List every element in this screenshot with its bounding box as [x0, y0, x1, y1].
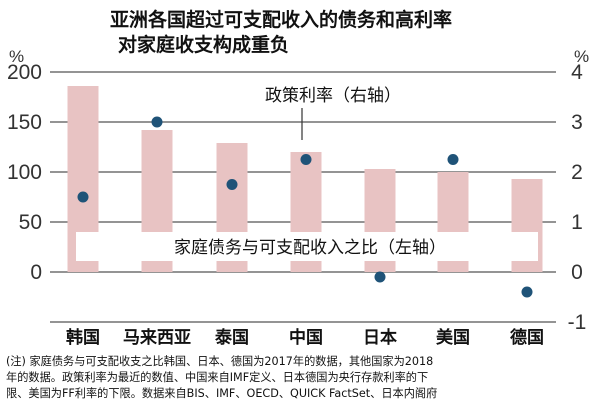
policy-rate-dot-3 — [300, 154, 312, 165]
right-tick-label: -1 — [568, 311, 587, 334]
category-label: 日本 — [363, 327, 397, 348]
footnote-line: 限、美国为FF利率的下限。数据来自BIS、IMF、OECD、QUICK Fact… — [6, 387, 438, 400]
left-tick-label: 0 — [30, 261, 42, 284]
policy-rate-dot-4 — [374, 271, 386, 283]
chart-title-line-1: 亚洲各国超过可支配收入的债务和高利率 — [110, 8, 452, 31]
left-tick-label: 100 — [7, 161, 42, 184]
left-tick-label: 50 — [19, 211, 42, 234]
policy-rate-dot-5 — [447, 154, 459, 165]
category-label: 中国 — [289, 327, 323, 348]
gridlines — [50, 71, 556, 323]
policy-rate-dots — [77, 116, 533, 298]
debt-ratio-series-label: 家庭债务与可支配收入之比（左轴） — [174, 238, 446, 258]
chart-title-line-2: 对家庭收支构成重负 — [118, 33, 289, 56]
right-tick-label: 3 — [571, 111, 583, 134]
right-tick-label: 1 — [571, 211, 583, 234]
right-tick-label: 0 — [571, 261, 583, 284]
left-tick-label: 200 — [7, 61, 42, 84]
category-label: 韩国 — [66, 327, 100, 348]
axis-ticks: 200 150 100 50 0 4 3 2 1 0 -1 — [7, 61, 586, 334]
footnote-line: (注) 家庭债务与可支配收支之比韩国、日本、德国为2017年的数据，其他国家为2… — [6, 355, 434, 368]
left-axis-unit: % — [9, 47, 24, 66]
policy-rate-dot-6 — [521, 286, 533, 298]
category-label: 美国 — [436, 327, 470, 348]
category-label: 泰国 — [215, 327, 249, 348]
footnote: (注) 家庭债务与可支配收支之比韩国、日本、德国为2017年的数据，其他国家为2… — [6, 354, 596, 402]
right-tick-label: 2 — [571, 161, 583, 184]
category-labels: 韩国 马来西亚 泰国 中国 日本 美国 德国 — [66, 327, 544, 348]
policy-rate-dot-1 — [151, 116, 163, 128]
debt-ratio-label-box — [76, 232, 538, 261]
category-label: 马来西亚 — [123, 327, 191, 348]
policy-rate-series-label: 政策利率（右轴） — [265, 86, 401, 106]
series-labels: 家庭债务与可支配收入之比（左轴） 政策利率（右轴） — [76, 80, 538, 261]
policy-rate-label-box — [248, 80, 418, 108]
right-axis-unit: % — [574, 47, 589, 66]
category-label: 德国 — [510, 327, 544, 348]
policy-rate-dot-0 — [77, 191, 89, 203]
right-tick-label: 4 — [571, 61, 583, 84]
left-tick-label: 150 — [7, 111, 42, 134]
footnote-line: 年的数据。政策利率为最近的数值、中国来自IMF定义、日本德国为央行存款利率的下 — [6, 371, 429, 384]
policy-rate-dot-2 — [226, 179, 238, 190]
